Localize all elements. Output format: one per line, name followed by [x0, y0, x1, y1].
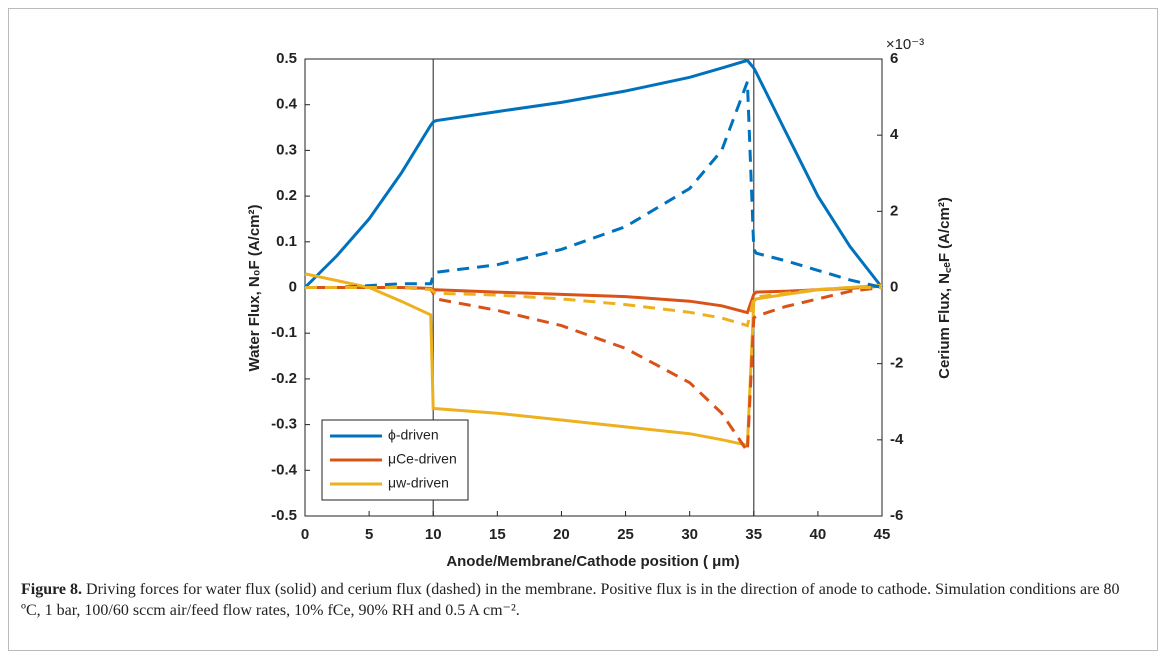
y-axis-label: Water Flux, N₀F (A/cm²): [246, 204, 263, 371]
y-tick-label: -0.5: [271, 507, 297, 524]
y2-tick-label: 2: [890, 202, 898, 219]
y-tick-label: 0.2: [276, 187, 297, 204]
x-tick-label: 25: [617, 526, 634, 543]
x-tick-label: 30: [681, 526, 698, 543]
y2-tick-label: -6: [890, 507, 903, 524]
caption: Figure 8. Driving forces for water flux …: [21, 579, 1141, 621]
y2-tick-label: 4: [890, 126, 899, 143]
x-tick-label: 40: [810, 526, 827, 543]
caption-label: Figure 8.: [21, 581, 83, 598]
y-tick-label: -0.1: [271, 324, 297, 341]
y2-tick-label: -2: [890, 355, 903, 372]
x-tick-label: 15: [489, 526, 506, 543]
solid-line: [305, 284, 883, 315]
y-tick-label: 0.1: [276, 233, 297, 250]
x-tick-label: 45: [874, 526, 891, 543]
x-tick-label: 0: [301, 526, 309, 543]
legend-label: μCe-driven: [388, 451, 457, 467]
figure: Water Flux, N₀F (A/cm²) Cerium Flux, N꜀ₑ…: [8, 8, 1158, 651]
dashed-line: [305, 286, 882, 328]
y-tick-label: 0.5: [276, 50, 297, 67]
x-tick-label: 10: [425, 526, 442, 543]
y-tick-label: -0.4: [271, 461, 298, 478]
y2-tick-label: -4: [890, 431, 904, 448]
y-tick-label: 0.4: [276, 96, 298, 113]
y2-exponent: ×10⁻³: [886, 36, 924, 53]
x-tick-label: 35: [745, 526, 762, 543]
x-axis-label: Anode/Membrane/Cathode position ( μm): [446, 553, 739, 570]
y2-axis-label: Cerium Flux, N꜀ₑF (A/cm²): [936, 197, 953, 379]
y-tick-label: -0.2: [271, 370, 297, 387]
dashed-line: [305, 286, 883, 456]
legend-label: μw-driven: [388, 475, 449, 491]
y2-tick-label: 0: [890, 278, 898, 295]
caption-text: Driving forces for water flux (solid) an…: [21, 581, 1120, 619]
chart: Water Flux, N₀F (A/cm²) Cerium Flux, N꜀ₑ…: [246, 36, 953, 570]
legend-label: ϕ-driven: [388, 427, 439, 443]
y-tick-label: 0.3: [276, 141, 297, 158]
x-tick-label: 5: [365, 526, 373, 543]
solid-line: [303, 58, 884, 289]
y-tick-label: -0.3: [271, 416, 297, 433]
x-tick-label: 20: [553, 526, 570, 543]
y2-tick-label: 6: [890, 50, 898, 67]
y-tick-label: 0: [289, 278, 297, 295]
